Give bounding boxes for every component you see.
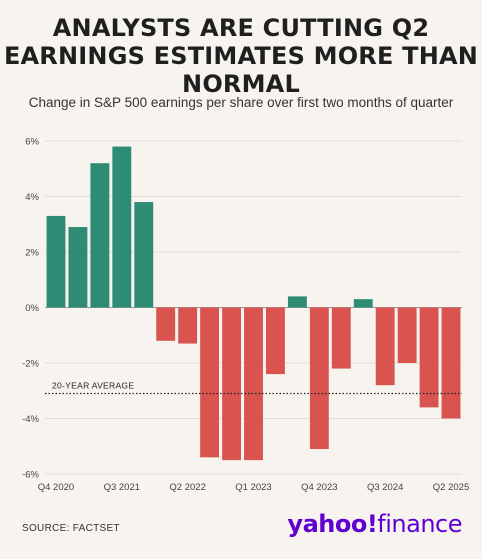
title-line-1: ANALYSTS ARE CUTTING Q2 <box>52 14 430 42</box>
y-tick-label: 4% <box>25 192 39 203</box>
title-line-2: EARNINGS ESTIMATES MORE THAN <box>3 42 479 70</box>
x-tick-label: Q1 2023 <box>235 482 271 493</box>
y-tick-label: 0% <box>25 303 39 314</box>
x-tick-label: Q2 2022 <box>169 482 205 493</box>
bar <box>309 307 329 450</box>
chart-subtitle: Change in S&P 500 earnings per share ove… <box>28 95 454 110</box>
bar <box>222 307 241 461</box>
bar <box>178 307 198 344</box>
bar <box>46 215 66 308</box>
y-tick-label: 6% <box>25 137 39 148</box>
x-tick-label: Q4 2023 <box>301 482 337 493</box>
bar <box>441 307 461 419</box>
bar <box>397 307 417 363</box>
y-tick-label: 2% <box>25 248 39 259</box>
y-tick-label: -4% <box>22 414 39 425</box>
bar <box>134 202 154 308</box>
bar <box>419 307 439 408</box>
bar <box>156 307 176 341</box>
title-line-3: NORMAL <box>182 70 300 98</box>
bar <box>90 163 110 308</box>
logo-part-yahoo: yahoo! <box>287 510 378 538</box>
y-tick-label: -6% <box>22 470 39 481</box>
x-tick-label: Q3 2024 <box>367 482 403 493</box>
bar <box>331 307 351 369</box>
x-tick-label: Q3 2021 <box>104 482 140 493</box>
reference-line-label: 20-YEAR AVERAGE <box>52 381 134 391</box>
bar <box>68 227 88 308</box>
x-tick-label: Q2 2025 <box>433 482 469 493</box>
bar <box>266 307 285 375</box>
bar <box>287 296 307 308</box>
y-tick-label: -2% <box>22 359 39 370</box>
source-note: SOURCE: FACTSET <box>22 523 120 534</box>
logo-part-finance: finance <box>377 510 462 538</box>
yahoo-finance-logo: yahoo!finance <box>287 510 462 538</box>
x-tick-label: Q4 2020 <box>38 482 74 493</box>
bar <box>244 307 263 461</box>
bar <box>353 299 373 308</box>
bar <box>200 307 220 458</box>
bar <box>112 146 132 308</box>
bar <box>375 307 395 386</box>
chart-title: ANALYSTS ARE CUTTING Q2 EARNINGS ESTIMAT… <box>0 14 482 98</box>
